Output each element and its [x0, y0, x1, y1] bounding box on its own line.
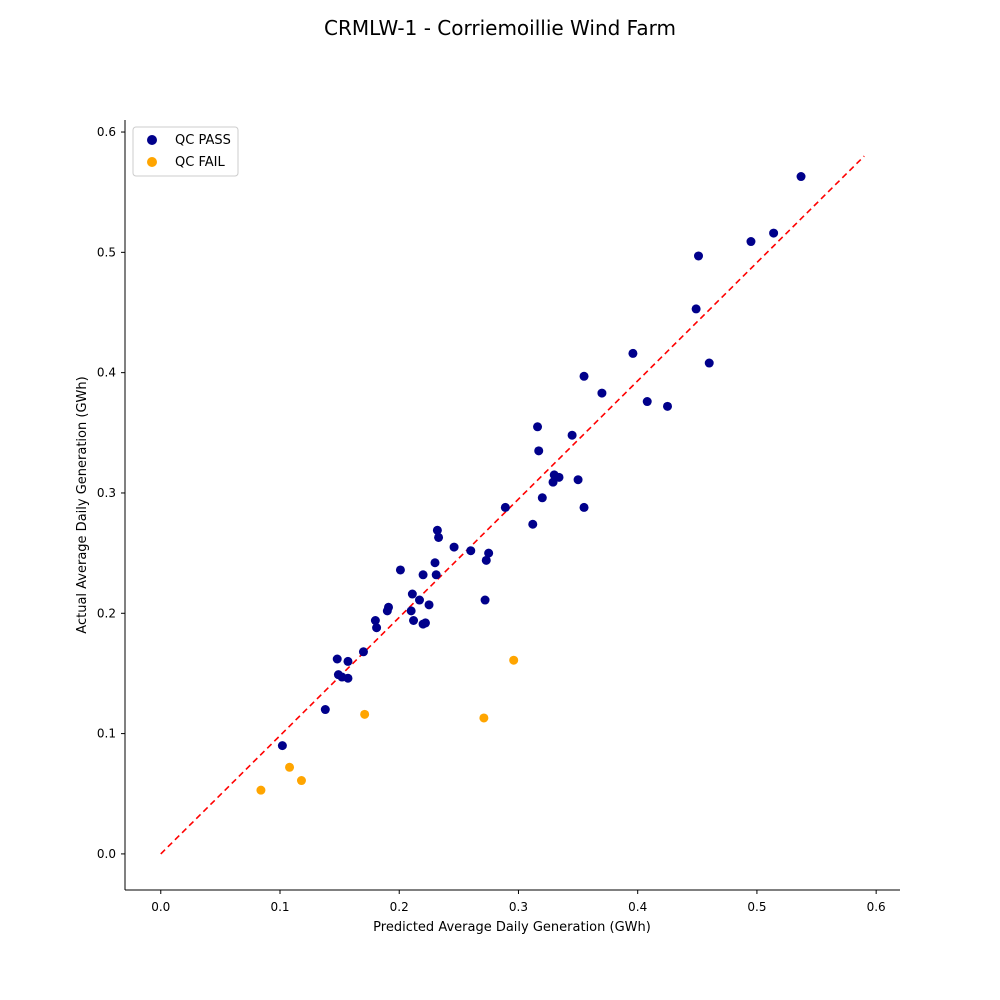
y-tick-label: 0.6	[97, 125, 116, 139]
legend-label-qc-pass: QC PASS	[175, 133, 231, 148]
data-point-qc-pass	[597, 388, 607, 398]
data-point-qc-pass	[406, 606, 416, 616]
legend-marker-qc-fail	[147, 157, 157, 167]
data-point-qc-fail	[296, 776, 306, 786]
y-axis-ticks: 0.0 0.1 0.2 0.3 0.4 0.5 0.6	[97, 125, 125, 861]
data-point-qc-pass	[579, 371, 589, 381]
data-point-qc-pass	[796, 172, 806, 182]
data-point-qc-pass	[277, 741, 287, 751]
data-point-qc-pass	[628, 348, 638, 358]
x-tick-label: 0.4	[628, 900, 647, 914]
x-tick-label: 0.6	[867, 900, 886, 914]
x-axis-label: Predicted Average Daily Generation (GWh)	[373, 920, 651, 935]
data-point-qc-pass	[567, 430, 577, 440]
data-point-qc-pass	[370, 616, 380, 625]
data-point-qc-pass	[395, 565, 405, 575]
data-point-qc-fail	[285, 762, 295, 772]
data-point-qc-fail	[479, 713, 489, 723]
data-point-qc-pass	[358, 647, 368, 657]
points-layer	[256, 172, 806, 795]
data-point-qc-pass	[431, 570, 441, 580]
data-point-qc-pass	[694, 251, 703, 261]
data-point-qc-pass	[332, 654, 342, 664]
data-point-qc-fail	[256, 785, 266, 795]
data-point-qc-fail	[360, 709, 370, 719]
x-tick-label: 0.0	[151, 900, 170, 914]
data-point-qc-pass	[534, 446, 544, 456]
data-point-qc-pass	[320, 705, 330, 715]
data-point-qc-pass	[343, 656, 353, 666]
x-tick-label: 0.3	[509, 900, 528, 914]
data-point-qc-pass	[481, 555, 491, 565]
data-point-qc-pass	[466, 546, 476, 556]
x-tick-label: 0.5	[747, 900, 766, 914]
data-point-qc-pass	[424, 600, 434, 610]
data-point-qc-pass	[484, 548, 494, 558]
data-point-qc-pass	[418, 570, 428, 580]
data-point-qc-pass	[573, 475, 583, 485]
data-point-qc-pass	[746, 237, 756, 247]
y-tick-label: 0.0	[97, 847, 116, 861]
data-point-qc-fail	[509, 655, 519, 665]
data-point-qc-pass	[663, 401, 672, 411]
data-point-qc-pass	[548, 477, 558, 487]
legend: QC PASS QC FAIL	[132, 126, 239, 177]
data-point-qc-pass	[500, 502, 510, 512]
data-point-qc-pass	[434, 532, 444, 542]
data-point-qc-pass	[533, 422, 543, 432]
data-point-qc-pass	[642, 397, 652, 407]
data-point-qc-pass	[415, 595, 424, 605]
data-point-qc-pass	[430, 558, 440, 568]
data-point-qc-pass	[691, 304, 701, 314]
legend-label-qc-fail: QC FAIL	[175, 155, 225, 170]
y-tick-label: 0.2	[97, 606, 116, 620]
y-tick-label: 0.1	[97, 727, 116, 741]
data-point-qc-pass	[407, 589, 417, 599]
data-point-qc-pass	[554, 472, 564, 482]
data-point-qc-pass	[372, 623, 382, 633]
data-point-qc-pass	[432, 525, 442, 535]
legend-marker-qc-pass	[147, 135, 157, 145]
data-point-qc-pass	[579, 502, 589, 512]
y-tick-label: 0.5	[97, 245, 116, 259]
data-point-qc-pass	[537, 493, 547, 503]
chart-title: CRMLW-1 - Corriemoillie Wind Farm	[324, 16, 676, 40]
y-tick-label: 0.4	[97, 366, 116, 380]
data-point-qc-pass	[704, 358, 714, 368]
y-axis-label: Actual Average Daily Generation (GWh)	[75, 376, 90, 633]
data-point-qc-pass	[769, 228, 779, 238]
reference-line	[160, 155, 865, 855]
x-axis-ticks: 0.0 0.1 0.2 0.3 0.4 0.5 0.6	[151, 890, 886, 914]
x-tick-label: 0.1	[270, 900, 289, 914]
data-point-qc-pass	[420, 618, 430, 628]
reference-line-layer	[160, 155, 865, 855]
legend-box	[132, 126, 239, 177]
data-point-qc-pass	[480, 595, 490, 605]
data-point-qc-pass	[384, 602, 393, 612]
data-point-qc-pass	[528, 519, 538, 529]
data-point-qc-pass	[343, 673, 353, 683]
data-point-qc-pass	[449, 542, 459, 552]
data-point-qc-pass	[409, 616, 419, 625]
x-tick-label: 0.2	[390, 900, 409, 914]
y-tick-label: 0.3	[97, 486, 116, 500]
